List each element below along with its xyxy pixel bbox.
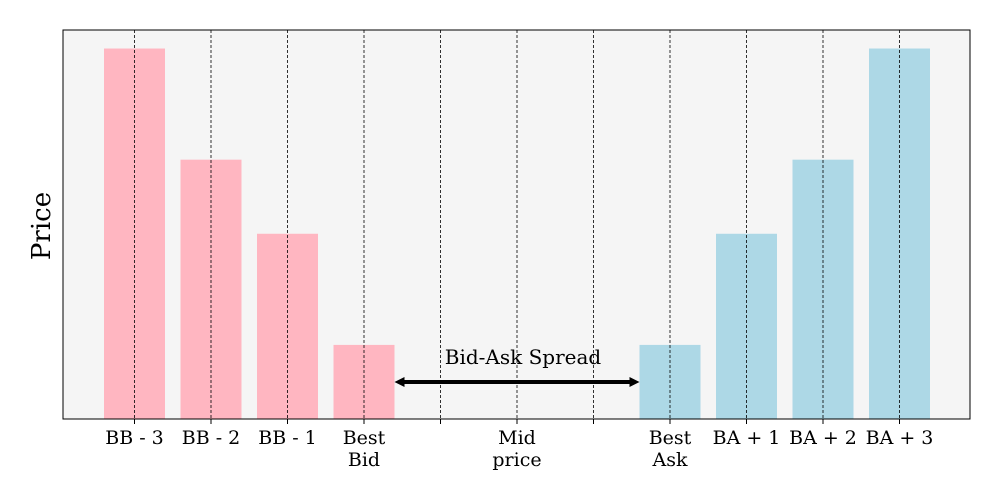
bar-ba-+-3 — [869, 48, 930, 420]
arrow-head-left — [394, 377, 405, 387]
tick-label: BB - 2 — [182, 427, 241, 449]
tick-label: BB - 3 — [105, 427, 164, 449]
arrow-head-right — [629, 377, 640, 387]
y-axis-label: Price — [27, 192, 57, 260]
tick-label: Best Ask — [649, 427, 692, 471]
tick-label: Best Bid — [343, 427, 386, 471]
tick-label: BA + 3 — [866, 427, 934, 449]
tick-label: BA + 1 — [713, 427, 781, 449]
spread-label: Bid-Ask Spread — [445, 345, 602, 369]
tick-label: BA + 2 — [789, 427, 857, 449]
bar-bb---3 — [104, 48, 165, 420]
tick-label: BB - 1 — [258, 427, 317, 449]
spread-annotation: Bid-Ask Spread — [394, 345, 640, 387]
x-tick-labels: BB - 3 BB - 2 BB - 1 Best Bid Mid price Best Ask… — [105, 427, 933, 471]
x-ticks — [134, 419, 900, 424]
tick-label: Mid price — [492, 427, 541, 471]
